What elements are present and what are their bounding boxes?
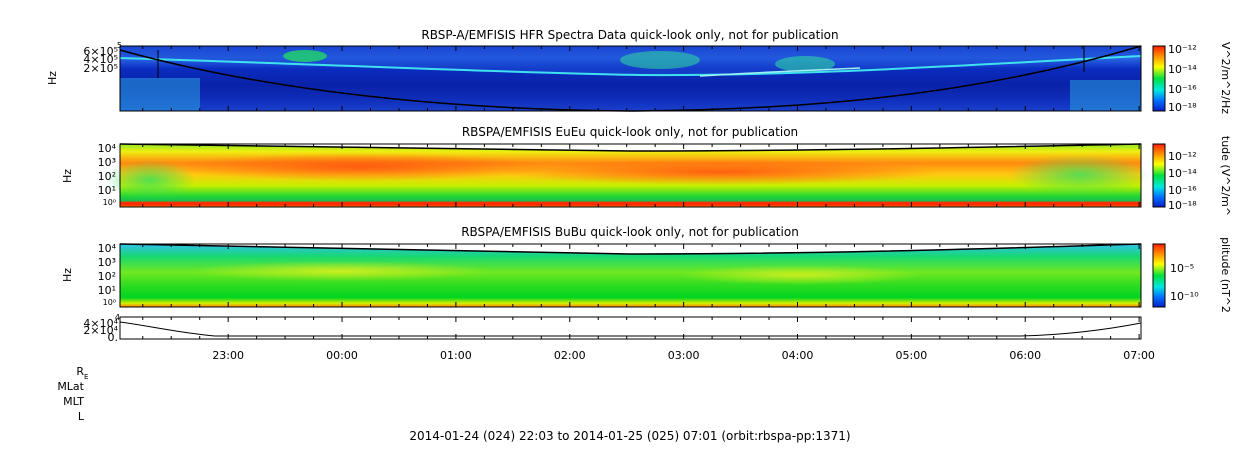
line-panel bbox=[119, 316, 1142, 340]
time-range-footer: 2014-01-24 (024) 22:03 to 2014-01-25 (02… bbox=[409, 429, 850, 443]
hfr-plasma-line bbox=[119, 55, 1142, 77]
eueu-ytick: 10⁰ bbox=[103, 198, 116, 207]
hfr-ytick: 2×10⁵ bbox=[83, 62, 118, 75]
bubu-ytick: 10³ bbox=[98, 256, 116, 269]
hfr-wave-patch bbox=[775, 56, 835, 72]
hfr-cbar-label: V^2/m^2/Hz bbox=[1219, 42, 1232, 114]
bubu-colorbar: 10⁻⁵ 10⁻¹⁰ plitude (nT^2 bbox=[1152, 237, 1232, 313]
hfr-wave-patch bbox=[620, 51, 700, 69]
bubu-colorbar-scale bbox=[1152, 243, 1166, 308]
hfr-panel-title: RBSP-A/EMFISIS HFR Spectra Data quick-lo… bbox=[421, 28, 838, 42]
ephemeris-label-r: R bbox=[76, 365, 84, 378]
bubu-cbar-label: plitude (nT^2 bbox=[1219, 237, 1232, 313]
hfr-ylabel: Hz bbox=[46, 71, 59, 85]
bubu-ytick: 10⁴ bbox=[98, 242, 117, 255]
hfr-cbar-tick: 10⁻¹⁴ bbox=[1168, 63, 1197, 76]
line-yticks: 4 4×10⁴ 2×10⁴ 0. bbox=[83, 313, 120, 344]
bubu-yticks: 10⁴ 10³ 10² 10¹ 10⁰ bbox=[98, 242, 117, 307]
bubu-intensity-patch bbox=[680, 265, 920, 285]
time-tick-label: 00:00 bbox=[326, 349, 358, 362]
hfr-ytick: 6×10⁵ bbox=[83, 45, 118, 58]
eueu-cbar-tick: 10⁻¹⁴ bbox=[1168, 167, 1197, 180]
line-ytick-top: 4 bbox=[115, 313, 120, 322]
eueu-cyclotron-curve bbox=[119, 143, 1142, 152]
time-tick-label: 07:00 bbox=[1123, 349, 1155, 362]
line-ytick: 0. bbox=[108, 331, 119, 344]
eueu-panel-title: RBSPA/EMFISIS EuEu quick-look only, not … bbox=[462, 125, 798, 139]
bubu-ytick: 10¹ bbox=[98, 284, 116, 297]
bubu-cbar-tick: 10⁻⁵ bbox=[1170, 262, 1194, 275]
time-tick-label: 03:00 bbox=[668, 349, 700, 362]
eueu-intensity-patch bbox=[500, 159, 940, 185]
time-axis-labels: 23:00 00:00 01:00 02:00 03:00 04:00 05:00 06:00… bbox=[212, 349, 1155, 362]
hfr-yticks: 5 6×10⁵ 4×10⁵ 2×10⁵ bbox=[83, 41, 122, 75]
hfr-cbar-tick: 10⁻¹⁸ bbox=[1168, 101, 1197, 114]
time-axis-ticks bbox=[142, 46, 1140, 339]
time-tick-label: 06:00 bbox=[1009, 349, 1041, 362]
eueu-cbar-label: tude (V^2/m^ bbox=[1219, 136, 1232, 216]
eueu-ytick: 10¹ bbox=[98, 184, 116, 197]
bubu-top-mask bbox=[120, 244, 1141, 254]
line-ytick: 4×10⁴ bbox=[83, 317, 118, 330]
bubu-ylabel: Hz bbox=[61, 268, 74, 282]
time-tick-label: 04:00 bbox=[782, 349, 814, 362]
eueu-cbar-tick: 10⁻¹⁸ bbox=[1168, 199, 1197, 212]
hfr-emission-trace bbox=[699, 67, 861, 77]
eueu-frame bbox=[119, 143, 1142, 208]
eueu-wave-patch bbox=[1010, 155, 1150, 195]
eueu-yticks: 10⁴ 10³ 10² 10¹ 10⁰ bbox=[98, 142, 117, 207]
eueu-wave-patch bbox=[105, 160, 195, 200]
time-tick-label: 02:00 bbox=[554, 349, 586, 362]
hfr-ytick-top: 5 bbox=[117, 41, 122, 50]
eueu-top-mask bbox=[120, 144, 1141, 151]
bubu-panel-title: RBSPA/EMFISIS BuBu quick-look only, not … bbox=[461, 225, 799, 239]
hfr-cbar-tick: 10⁻¹⁶ bbox=[1168, 83, 1197, 96]
time-tick-label: 23:00 bbox=[212, 349, 244, 362]
time-tick-label: 05:00 bbox=[896, 349, 928, 362]
hfr-frame bbox=[119, 45, 1142, 112]
eueu-ytick: 10² bbox=[98, 170, 116, 183]
eueu-intensity-patch bbox=[170, 153, 550, 181]
eueu-ytick: 10⁴ bbox=[98, 142, 117, 155]
bubu-intensity-patch bbox=[190, 261, 490, 281]
line-panel-frame bbox=[119, 316, 1142, 340]
hfr-ytick: 4×10⁵ bbox=[83, 53, 118, 66]
line-panel-curve bbox=[119, 321, 1142, 337]
eueu-colorbar: 10⁻¹² 10⁻¹⁴ 10⁻¹⁶ 10⁻¹⁸ tude (V^2/m^ bbox=[1152, 136, 1232, 216]
ephemeris-label-mlat: MLat bbox=[57, 380, 84, 393]
hfr-noise-region bbox=[120, 78, 200, 111]
eueu-spectrogram-panel bbox=[105, 143, 1150, 208]
bubu-cbar-tick: 10⁻¹⁰ bbox=[1170, 290, 1199, 303]
time-tick-label: 01:00 bbox=[440, 349, 472, 362]
eueu-ytick: 10³ bbox=[98, 156, 116, 169]
hfr-colorbar-scale bbox=[1152, 45, 1166, 112]
ephemeris-label-r-subscript: E bbox=[84, 373, 88, 381]
eueu-ylabel: Hz bbox=[61, 169, 74, 183]
hfr-cbar-tick: 10⁻¹² bbox=[1168, 43, 1197, 56]
hfr-spectrogram-panel bbox=[119, 45, 1142, 112]
ephemeris-label-l: L bbox=[78, 410, 85, 423]
bubu-spectrogram-panel bbox=[119, 243, 1142, 308]
hfr-colorbar: 10⁻¹² 10⁻¹⁴ 10⁻¹⁶ 10⁻¹⁸ V^2/m^2/Hz bbox=[1152, 42, 1232, 114]
bubu-ytick: 10² bbox=[98, 270, 116, 283]
bubu-frame bbox=[119, 243, 1142, 308]
eueu-colorbar-scale bbox=[1152, 143, 1166, 208]
line-ytick: 2×10⁴ bbox=[83, 324, 118, 337]
eueu-cbar-tick: 10⁻¹⁶ bbox=[1168, 184, 1197, 197]
bubu-cyclotron-curve bbox=[119, 243, 1142, 255]
bubu-ytick: 10⁰ bbox=[103, 298, 116, 307]
ephemeris-labels: R E MLat MLT L bbox=[57, 365, 88, 423]
eueu-cbar-tick: 10⁻¹² bbox=[1168, 150, 1197, 163]
ephemeris-label-mlt: MLT bbox=[63, 395, 84, 408]
hfr-noise-region bbox=[1070, 80, 1141, 111]
hfr-wave-patch bbox=[283, 50, 327, 62]
